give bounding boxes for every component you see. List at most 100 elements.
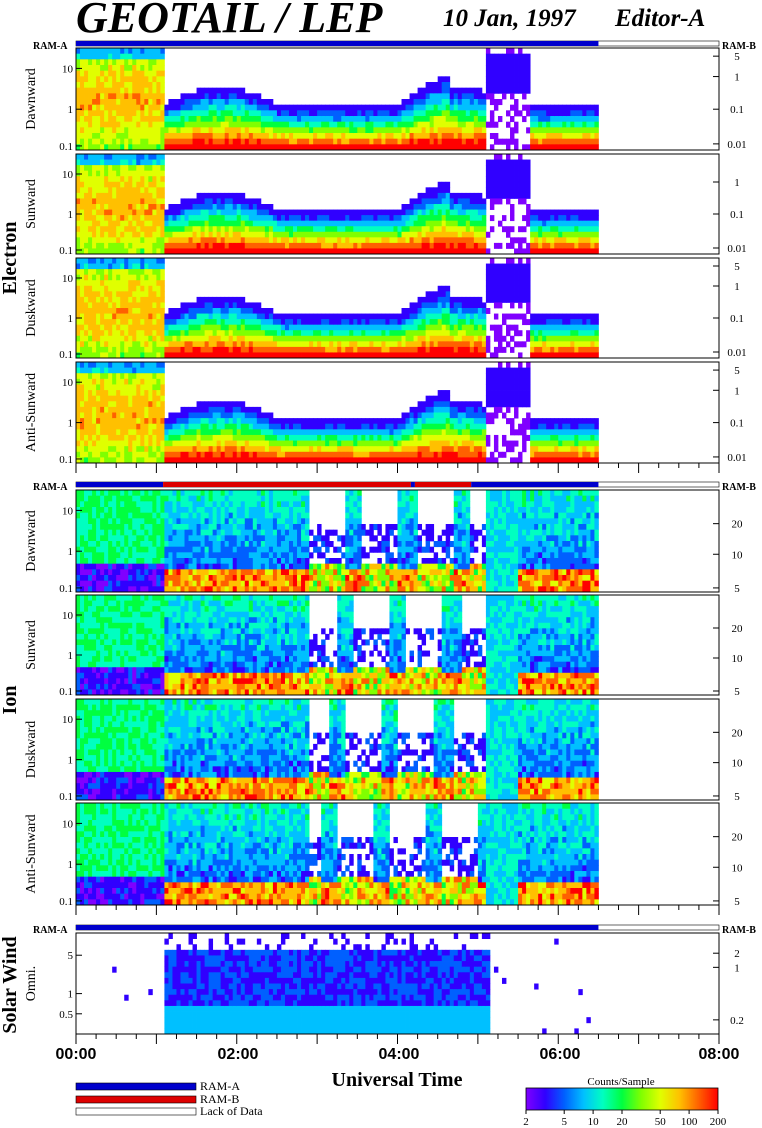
spectrogram-cell [429, 127, 435, 134]
spectrogram-cell [88, 116, 93, 123]
spectrogram-cell [433, 133, 439, 140]
spectrogram-cell [510, 313, 515, 320]
spectrogram-cell [417, 144, 423, 151]
spectrogram-cell [293, 121, 298, 128]
right-tick-label: 5 [734, 261, 740, 273]
spectrogram-cell [244, 335, 250, 342]
spectrogram-cell [184, 144, 189, 151]
spectrogram-cell [337, 127, 342, 134]
spectrogram-cell [429, 308, 435, 314]
spectrogram-cell [152, 99, 157, 106]
spectrogram-cell [200, 215, 205, 222]
spectrogram-cell [96, 215, 101, 222]
spectrogram-cell [417, 209, 423, 216]
spectrogram-cell [405, 319, 410, 326]
spectrogram-cell [88, 384, 93, 391]
spectrogram-cell [76, 48, 81, 55]
spectrogram-cell [401, 248, 406, 255]
spectrogram-cell [353, 324, 358, 331]
spectrogram-cell [570, 133, 575, 140]
spectrogram-cell [144, 258, 149, 264]
spectrogram-cell [172, 116, 177, 123]
spectrogram-cell [562, 237, 567, 244]
spectrogram-cell [534, 133, 539, 140]
spectrogram-cell [425, 291, 431, 298]
spectrogram-cell [361, 346, 366, 353]
spectrogram-cell [493, 181, 499, 188]
spectrogram-cell [200, 121, 205, 128]
spectrogram-cell [100, 165, 105, 172]
spectrogram-cell [481, 93, 487, 100]
spectrogram-cell [256, 406, 262, 413]
spectrogram-cell [228, 302, 234, 309]
spectrogram-cell [184, 341, 189, 348]
spectrogram-cell [497, 116, 503, 123]
spectrogram-cell [200, 302, 205, 309]
spectrogram-cell [192, 429, 197, 436]
spectrogram-cell [124, 187, 129, 194]
spectrogram-cell [461, 352, 467, 359]
spectrogram-cell [244, 93, 250, 100]
spectrogram-cell [453, 341, 459, 348]
spectrogram-cell [212, 104, 218, 111]
spectrogram-cell [160, 110, 165, 117]
spectrogram-cell [449, 110, 455, 117]
spectrogram-cell [522, 192, 527, 199]
spectrogram-cell [361, 319, 366, 326]
spectrogram-cell [184, 335, 189, 342]
spectrogram-cell [124, 104, 129, 111]
spectrogram-cell [288, 127, 294, 134]
spectrogram-cell [264, 352, 270, 359]
spectrogram-cell [92, 204, 97, 210]
spectrogram-cell [534, 237, 539, 244]
spectrogram-cell [132, 133, 137, 140]
spectrogram-cell [260, 330, 266, 337]
spectrogram-cell [176, 341, 181, 348]
spectrogram-cell [473, 209, 479, 216]
spectrogram-cell [453, 319, 459, 326]
spectrogram-cell [469, 99, 475, 106]
spectrogram-cell [208, 423, 214, 430]
spectrogram-cell [429, 352, 435, 359]
spectrogram-cell [256, 324, 262, 331]
spectrogram-cell [152, 346, 157, 353]
spectrogram-cell [534, 341, 539, 348]
spectrogram-cell [361, 237, 366, 244]
spectrogram-cell [140, 313, 145, 320]
spectrogram-cell [309, 313, 314, 320]
spectrogram-cell [397, 313, 402, 320]
spectrogram-cell [260, 319, 266, 326]
spectrogram-cell [232, 346, 238, 353]
spectrogram-cell [208, 116, 214, 123]
spectrogram-cell [108, 319, 113, 326]
spectrogram-cell [100, 237, 105, 244]
spectrogram-cell [116, 170, 121, 177]
spectrogram-cell [76, 395, 81, 402]
spectrogram-cell [284, 313, 290, 320]
spectrogram-cell [357, 313, 362, 320]
spectrogram-cell [538, 242, 543, 249]
spectrogram-cell [132, 346, 137, 353]
spectrogram-cell [152, 53, 157, 60]
spectrogram-cell [196, 401, 201, 408]
spectrogram-cell [445, 87, 451, 94]
spectrogram-cell [457, 313, 463, 320]
spectrogram-cell [164, 231, 169, 238]
spectrogram-cell [485, 76, 491, 83]
spectrogram-cell [514, 274, 519, 281]
spectrogram-cell [96, 93, 101, 100]
spectrogram-cell [144, 324, 149, 331]
spectrogram-cell [280, 352, 286, 359]
spectrogram-cell [104, 258, 109, 264]
spectrogram-cell [429, 324, 435, 331]
spectrogram-cell [526, 242, 531, 249]
spectrogram-cell [389, 352, 394, 359]
spectrogram-cell [100, 330, 105, 337]
spectrogram-cell [409, 110, 414, 117]
spectrogram-cell [236, 198, 242, 205]
spectrogram-cell [112, 296, 117, 303]
spectrogram-cell [252, 302, 258, 309]
spectrogram-cell [449, 204, 455, 210]
spectrogram-cell [461, 121, 467, 128]
spectrogram-cell [385, 116, 390, 123]
